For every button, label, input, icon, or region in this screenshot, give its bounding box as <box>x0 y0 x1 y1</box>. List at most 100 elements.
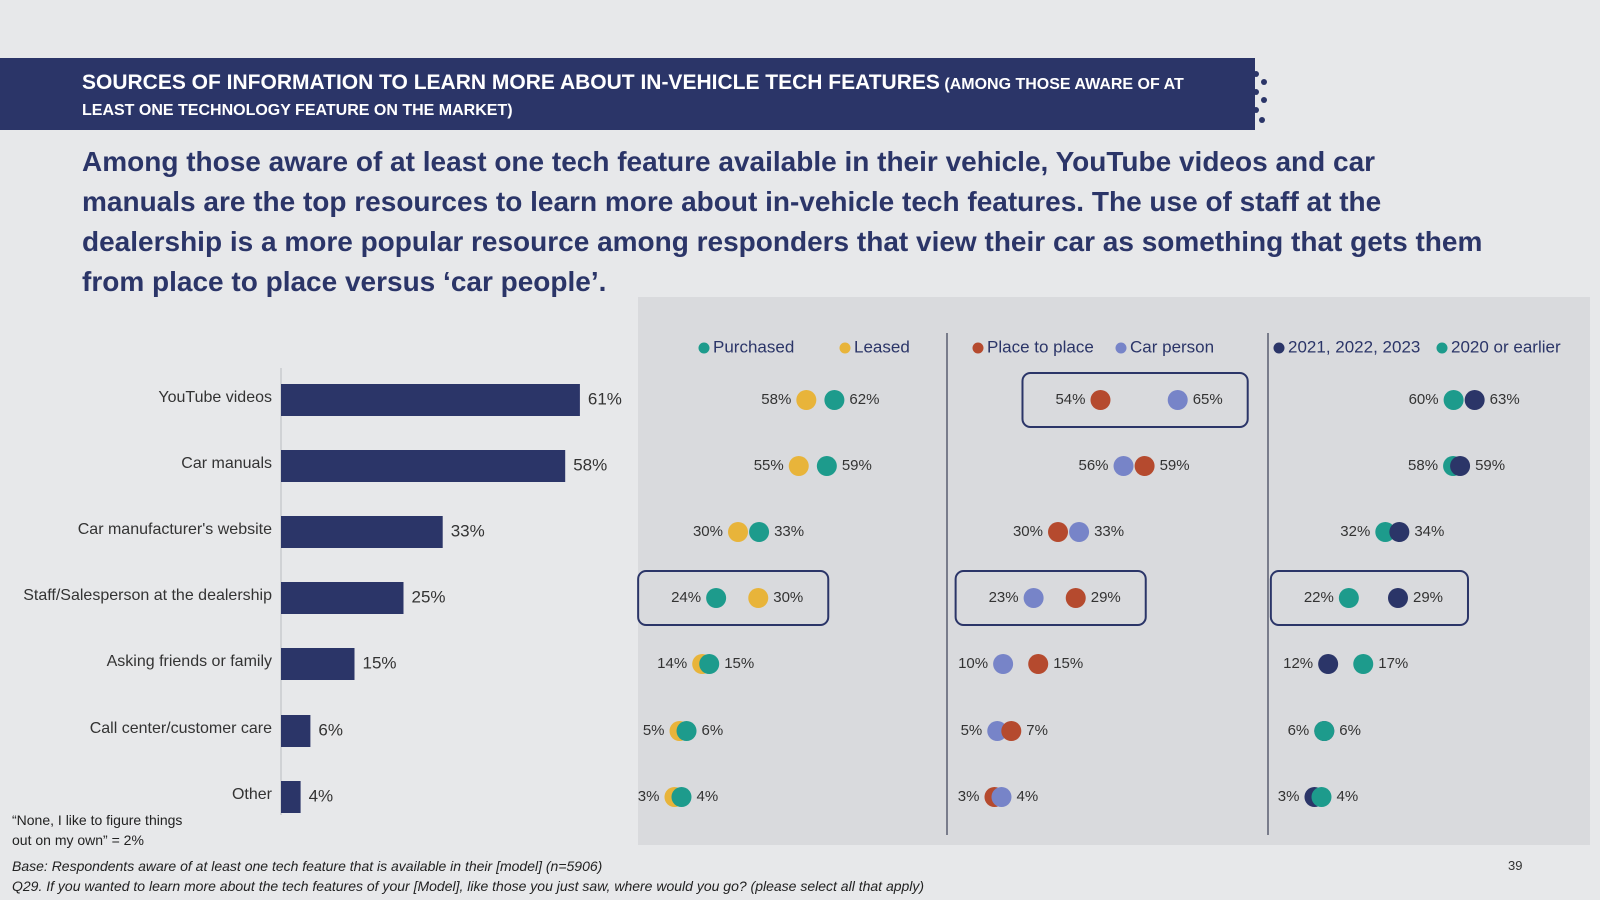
dot-value-right: 33% <box>774 523 804 540</box>
dot-value-right: 4% <box>1016 788 1038 805</box>
dot-value-right: 6% <box>1339 722 1361 739</box>
dot-value-right: 62% <box>849 391 879 408</box>
dot-value-left: 3% <box>638 788 660 805</box>
dot-value-left: 6% <box>1288 722 1310 739</box>
none-note: “None, I like to figure things out on my… <box>12 810 182 850</box>
bar <box>281 715 311 747</box>
bar <box>281 648 355 680</box>
dot-value-left: 14% <box>657 655 687 672</box>
dot-value-right: 63% <box>1490 391 1520 408</box>
data-dot <box>987 721 1008 741</box>
bar-value-label: 6% <box>318 720 343 739</box>
data-dot <box>1065 588 1086 608</box>
legend-label: Car person <box>1130 337 1214 356</box>
base-note: Base: Respondents aware of at least one … <box>12 858 603 874</box>
bar-value-label: 15% <box>363 653 397 672</box>
data-dot <box>706 588 727 608</box>
dot-value-right: 6% <box>702 722 724 739</box>
highlight-box <box>637 570 830 626</box>
legend-label: Purchased <box>713 337 794 356</box>
data-dot <box>991 787 1012 807</box>
data-dot <box>1338 588 1359 608</box>
title-banner: SOURCES OF INFORMATION TO LEARN MORE ABO… <box>0 58 1255 130</box>
data-dot <box>1023 588 1044 608</box>
data-dot <box>728 522 749 542</box>
bar-value-label: 4% <box>309 786 334 805</box>
dot-value-right: 29% <box>1091 589 1121 606</box>
dot-value-left: 10% <box>958 655 988 672</box>
legend-label: 2020 or earlier <box>1451 337 1561 356</box>
category-label: Asking friends or family <box>107 653 272 670</box>
data-dot <box>749 522 770 542</box>
category-label: Staff/Salesperson at the dealership <box>23 587 272 604</box>
data-dot <box>1134 456 1155 476</box>
footer-notes: Base: Respondents aware of at least one … <box>12 856 924 896</box>
dot-value-left: 56% <box>1078 457 1108 474</box>
dot-value-right: 59% <box>842 457 872 474</box>
dot-value-left: 22% <box>1304 589 1334 606</box>
data-dot <box>699 654 720 674</box>
bar-value-label: 33% <box>451 521 485 540</box>
banner-title: SOURCES OF INFORMATION TO LEARN MORE ABO… <box>82 71 940 94</box>
data-dot <box>1048 522 1069 542</box>
dot-value-right: 59% <box>1160 457 1190 474</box>
data-dot <box>748 588 769 608</box>
headline: Among those aware of at least one tech f… <box>82 146 1483 297</box>
highlight-box <box>1269 570 1469 626</box>
category-label: Car manuals <box>181 455 272 472</box>
category-label: YouTube videos <box>158 389 272 406</box>
legend-label: Leased <box>854 337 910 356</box>
bar <box>281 516 443 548</box>
data-dot <box>796 390 817 410</box>
data-dot <box>788 456 809 476</box>
dot-value-left: 5% <box>961 722 983 739</box>
dot-value-right: 4% <box>1336 788 1358 805</box>
data-dot <box>1318 654 1339 674</box>
bar-value-label: 58% <box>573 455 607 474</box>
bar-value-label: 25% <box>412 587 446 606</box>
bar-value-label: 61% <box>588 389 622 408</box>
dot-value-left: 58% <box>1408 457 1438 474</box>
dot-value-right: 15% <box>1053 655 1083 672</box>
data-dot <box>1450 456 1471 476</box>
category-label: Call center/customer care <box>90 720 272 737</box>
dot-value-left: 3% <box>1278 788 1300 805</box>
category-label: Car manufacturer's website <box>78 521 272 538</box>
banner-dots-icon <box>1253 71 1267 123</box>
dot-value-right: 30% <box>773 589 803 606</box>
dot-value-left: 12% <box>1283 655 1313 672</box>
legend-marker <box>1115 342 1127 354</box>
dot-value-left: 58% <box>761 391 791 408</box>
page-number: 39 <box>1508 858 1523 873</box>
dot-value-left: 30% <box>693 523 723 540</box>
data-dot <box>1353 654 1374 674</box>
banner-subtitle: (AMONG THOSE AWARE OF AT LEAST ONE TECHN… <box>82 76 1184 119</box>
dot-value-right: 59% <box>1475 457 1505 474</box>
legend-marker <box>972 342 984 354</box>
dot-value-left: 54% <box>1055 391 1085 408</box>
dot-value-left: 24% <box>671 589 701 606</box>
highlight-box <box>1021 372 1249 428</box>
data-dot <box>1113 456 1134 476</box>
data-dot <box>1443 390 1464 410</box>
none-note-line2: out on my own” = 2% <box>12 832 144 848</box>
dot-value-left: 23% <box>989 589 1019 606</box>
highlight-box <box>954 570 1147 626</box>
dot-value-left: 30% <box>1013 523 1043 540</box>
dot-value-right: 4% <box>696 788 718 805</box>
data-dot <box>824 390 845 410</box>
data-dot <box>676 721 697 741</box>
data-dot <box>816 456 837 476</box>
data-dot <box>1167 390 1188 410</box>
dot-value-left: 55% <box>754 457 784 474</box>
data-dot <box>1314 721 1335 741</box>
category-label: Other <box>232 786 273 803</box>
dot-value-right: 33% <box>1094 523 1124 540</box>
dot-value-left: 60% <box>1409 391 1439 408</box>
data-dot <box>1387 588 1408 608</box>
dot-value-right: 7% <box>1026 722 1048 739</box>
dot-value-right: 15% <box>724 655 754 672</box>
legend-marker <box>698 342 710 354</box>
data-dot <box>1069 522 1090 542</box>
data-dot <box>993 654 1014 674</box>
